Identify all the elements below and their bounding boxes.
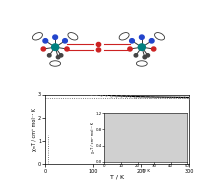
Circle shape: [138, 44, 145, 50]
Circle shape: [63, 39, 67, 43]
Circle shape: [43, 39, 48, 43]
Circle shape: [139, 35, 144, 39]
Circle shape: [52, 44, 59, 50]
X-axis label: T / K: T / K: [110, 175, 124, 180]
Circle shape: [143, 56, 147, 59]
Circle shape: [134, 54, 138, 57]
Circle shape: [146, 54, 150, 57]
Circle shape: [56, 56, 60, 59]
Circle shape: [130, 39, 134, 43]
Circle shape: [151, 47, 156, 51]
Circle shape: [47, 54, 51, 57]
Y-axis label: χₘT / cm³ mol⁻¹ K: χₘT / cm³ mol⁻¹ K: [91, 122, 95, 153]
Circle shape: [41, 47, 46, 51]
Circle shape: [96, 48, 101, 52]
Circle shape: [65, 47, 69, 51]
Circle shape: [149, 39, 154, 43]
Circle shape: [59, 54, 63, 57]
Circle shape: [128, 47, 132, 51]
Y-axis label: χₘT / cm³ mol⁻¹ K: χₘT / cm³ mol⁻¹ K: [32, 108, 37, 151]
X-axis label: T / K: T / K: [141, 169, 150, 173]
Circle shape: [53, 35, 58, 39]
Circle shape: [96, 43, 101, 46]
